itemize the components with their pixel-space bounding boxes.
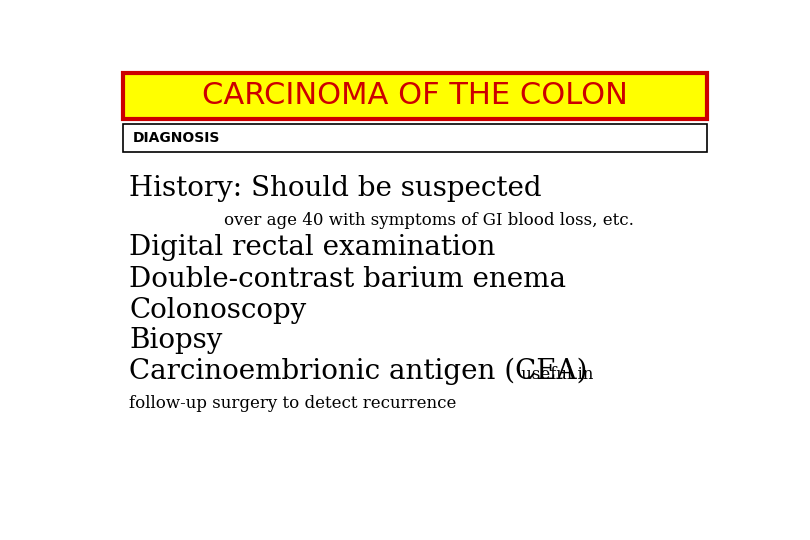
Text: History: Should be suspected: History: Should be suspected — [130, 175, 542, 202]
Text: Colonoscopy: Colonoscopy — [130, 298, 307, 325]
Text: useful in: useful in — [516, 366, 593, 383]
Text: DIAGNOSIS: DIAGNOSIS — [133, 131, 220, 145]
Text: CARCINOMA OF THE COLON: CARCINOMA OF THE COLON — [202, 82, 628, 111]
Text: Double-contrast barium enema: Double-contrast barium enema — [130, 266, 566, 293]
FancyBboxPatch shape — [123, 73, 707, 119]
Text: Carcinoembrionic antigen (CEA): Carcinoembrionic antigen (CEA) — [130, 358, 588, 385]
Text: Digital rectal examination: Digital rectal examination — [130, 234, 496, 261]
Text: Biopsy: Biopsy — [130, 327, 223, 354]
Text: over age 40 with symptoms of GI blood loss, etc.: over age 40 with symptoms of GI blood lo… — [224, 212, 633, 229]
FancyBboxPatch shape — [123, 124, 707, 152]
Text: follow-up surgery to detect recurrence: follow-up surgery to detect recurrence — [130, 395, 457, 412]
